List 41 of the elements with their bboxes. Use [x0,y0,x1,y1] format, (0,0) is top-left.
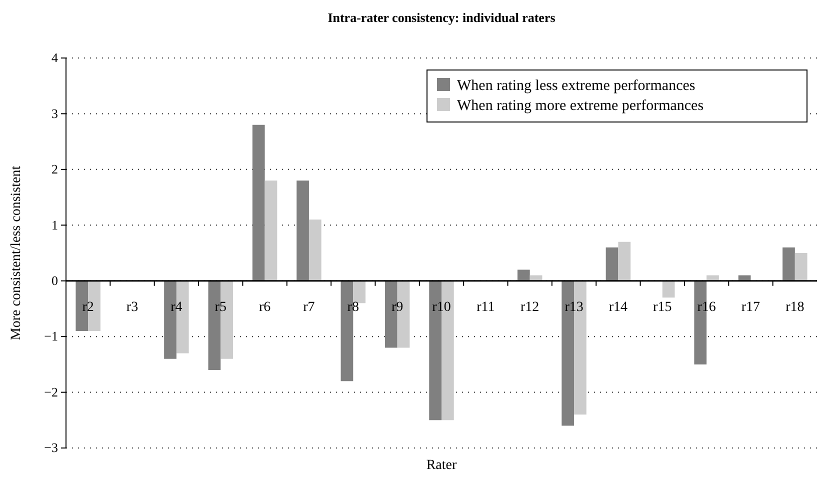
bar [606,247,618,281]
x-tick-label: r15 [653,300,672,315]
x-tick-label: r14 [608,300,628,315]
bar [264,180,278,281]
legend-label: When rating more extreme performances [457,98,704,114]
bar [794,253,808,281]
x-tick-label: r5 [214,300,226,315]
bar [308,220,322,281]
x-tick-label: r18 [786,300,804,315]
x-tick-label: r9 [391,300,404,315]
y-tick-label: −1 [44,328,58,344]
bar [252,124,265,281]
y-tick-label: 1 [52,217,58,232]
bar [618,242,631,281]
legend-label: When rating less extreme performances [457,78,696,94]
chart-title: Intra-rater consistency: individual raters [328,10,556,25]
bar [662,280,675,298]
bar [353,280,366,304]
x-tick-label: r2 [82,300,94,315]
y-tick-label: 3 [52,106,58,121]
y-tick-label: 4 [52,50,58,66]
bar [296,180,309,281]
y-tick-label: −3 [44,440,58,456]
bar [782,247,795,281]
y-tick-label: 0 [52,273,58,288]
x-tick-label: r13 [564,300,584,315]
y-tick-label: −2 [44,384,58,400]
x-tick-label: r10 [432,300,451,315]
y-tick-label: 2 [52,162,58,177]
x-tick-label: r12 [520,300,540,315]
x-tick-label: r3 [126,300,138,315]
x-tick-label: r7 [303,300,315,315]
y-axis-title: More consistent/less consistent [9,166,24,340]
x-tick-label: r8 [347,300,359,315]
x-tick-label: r6 [258,300,271,315]
bar [517,270,530,281]
x-axis-title: Rater [426,458,457,473]
x-tick-label: r11 [476,300,495,315]
x-tick-label: r16 [697,300,716,315]
x-tick-label: r17 [741,300,760,315]
x-tick-label: r4 [170,300,182,315]
